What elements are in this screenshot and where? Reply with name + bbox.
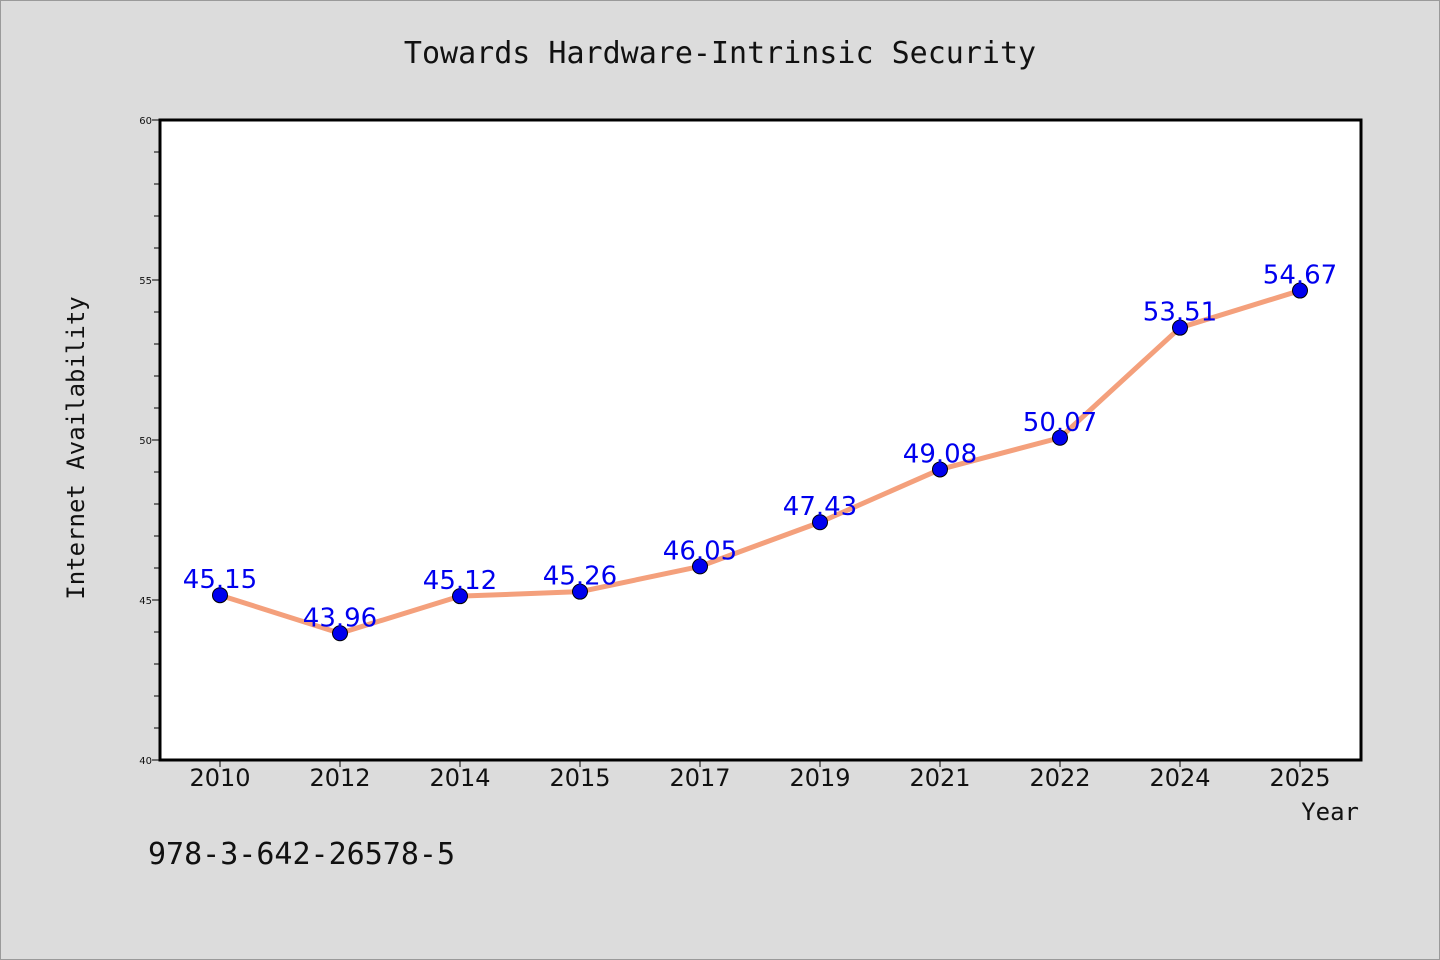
x-tick-label: 2025 bbox=[1269, 764, 1330, 792]
x-tick-label: 2017 bbox=[669, 764, 730, 792]
y-tick-label: 45 bbox=[139, 596, 152, 607]
data-point bbox=[1172, 319, 1188, 336]
x-tick-label: 2021 bbox=[909, 764, 970, 792]
x-tick-label: 2022 bbox=[1029, 764, 1090, 792]
data-point bbox=[572, 583, 588, 600]
x-tick-label: 2024 bbox=[1149, 764, 1210, 792]
data-point bbox=[932, 461, 948, 478]
data-label: 53.51 bbox=[1143, 298, 1217, 328]
y-axis-label: Internet Availability bbox=[62, 296, 90, 599]
x-tick-label: 2019 bbox=[789, 764, 850, 792]
data-label: 50.07 bbox=[1023, 408, 1097, 438]
x-tick-label: 2015 bbox=[549, 764, 610, 792]
x-tick-label: 2010 bbox=[189, 764, 250, 792]
data-label: 43.96 bbox=[303, 603, 377, 633]
isbn-text: 978-3-642-26578-5 bbox=[148, 837, 455, 872]
x-tick-label: 2014 bbox=[429, 764, 490, 792]
x-axis: 2010 2012 2014 2015 2017 2019 2021 2022 2024 2025 bbox=[189, 760, 1331, 792]
series-line-group bbox=[212, 282, 1308, 642]
data-point bbox=[1052, 429, 1068, 446]
y-tick-label: 40 bbox=[139, 756, 152, 767]
series-line bbox=[217, 288, 1303, 636]
x-tick-label: 2012 bbox=[309, 764, 370, 792]
data-label: 45.12 bbox=[423, 566, 497, 596]
data-point bbox=[212, 587, 228, 604]
x-axis-label: Year bbox=[1301, 798, 1359, 826]
data-point bbox=[812, 514, 828, 531]
data-label: 49.08 bbox=[903, 439, 977, 469]
chart-title: Towards Hardware-Intrinsic Security bbox=[404, 36, 1036, 71]
data-label: 45.26 bbox=[543, 562, 617, 592]
data-labels: 45.15 43.96 45.12 45.26 46.05 47.43 49.08 50.07… bbox=[183, 261, 1337, 634]
plot-area bbox=[158, 118, 1363, 762]
y-tick-label: 50 bbox=[139, 436, 152, 447]
data-point bbox=[332, 625, 348, 642]
data-label: 45.15 bbox=[183, 565, 257, 595]
y-axis: 40 45 50 55 60 bbox=[139, 116, 160, 767]
data-point bbox=[692, 558, 708, 575]
data-point bbox=[1292, 282, 1308, 299]
data-label: 47.43 bbox=[783, 492, 857, 522]
data-point bbox=[452, 588, 468, 605]
data-label: 46.05 bbox=[663, 536, 737, 566]
y-tick-label: 55 bbox=[139, 276, 152, 287]
y-tick-label: 60 bbox=[139, 116, 152, 127]
data-label: 54.67 bbox=[1263, 261, 1337, 291]
